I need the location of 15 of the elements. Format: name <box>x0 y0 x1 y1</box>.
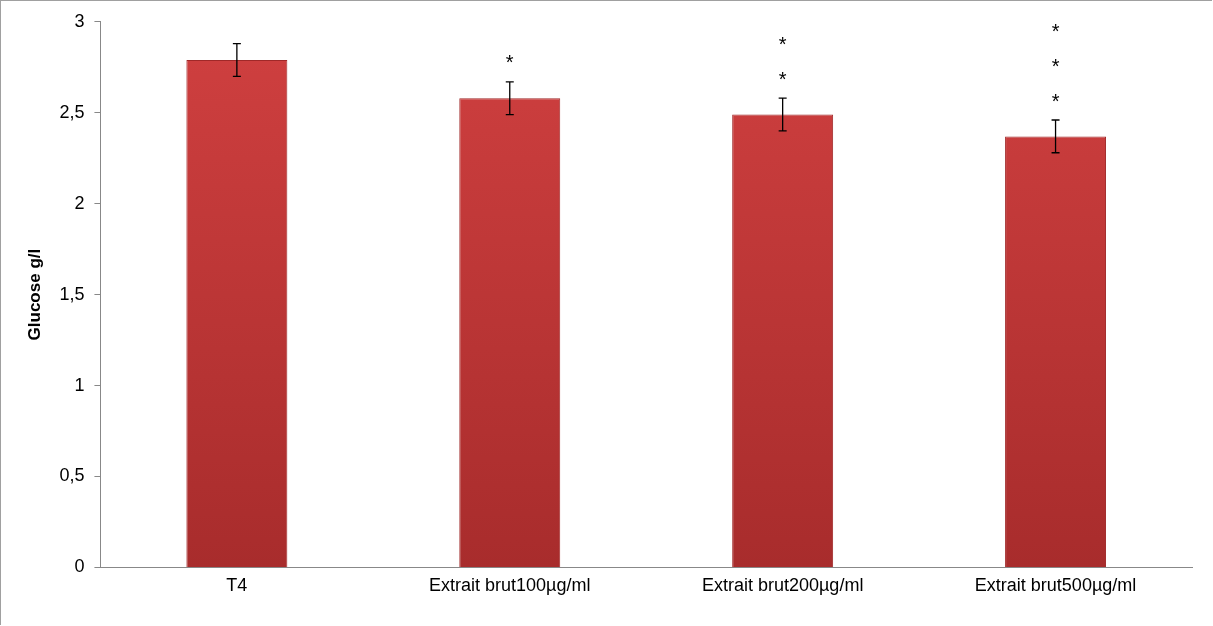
annotation: * <box>505 51 514 74</box>
y-tick-label: 0,5 <box>59 465 85 486</box>
x-tick-label: T4 <box>226 575 248 596</box>
y-tick-label: 3 <box>74 10 85 31</box>
y-tick-label: 2 <box>74 192 85 213</box>
annotation: * * <box>778 32 787 90</box>
y-axis-title: Glucose g/l <box>24 248 44 341</box>
y-tick-label: 0 <box>74 556 85 577</box>
x-tick-label: Extrait brut200µg/ml <box>701 575 864 596</box>
y-tick-label: 2,5 <box>59 101 85 122</box>
annotation: * * * <box>1051 19 1060 112</box>
y-tick-label: 1,5 <box>59 283 85 304</box>
y-tick-label: 1 <box>74 374 85 395</box>
x-tick-label: Extrait brut100µg/ml <box>429 575 591 596</box>
x-tick-label: Extrait brut500µg/ml <box>974 575 1137 596</box>
